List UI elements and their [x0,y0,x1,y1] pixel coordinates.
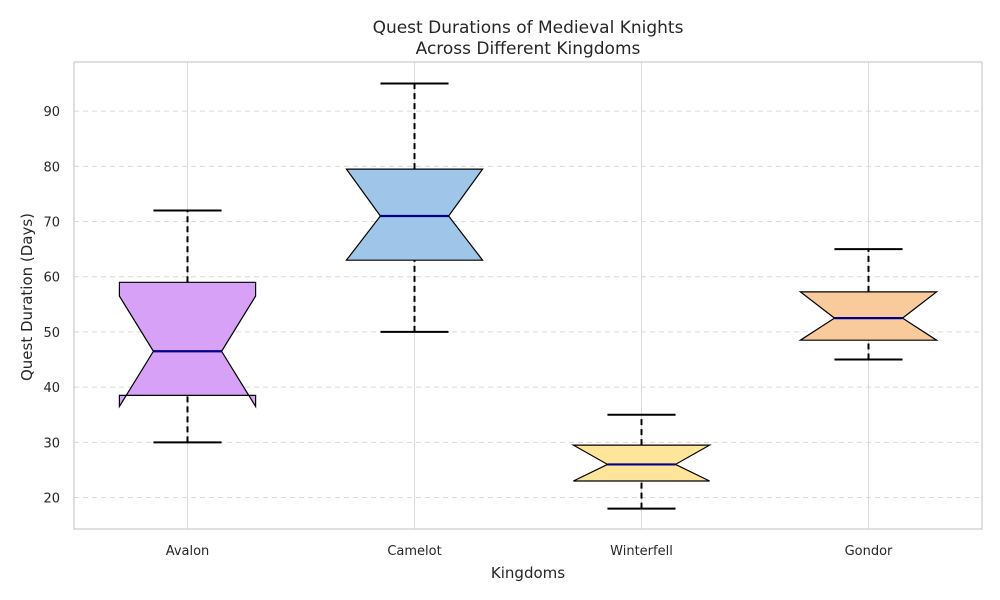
y-tick-label: 50 [43,326,60,341]
y-tick-label: 40 [43,381,60,396]
box [798,291,939,341]
x-tick-label: Avalon [166,544,210,559]
y-tick-label: 70 [43,216,60,231]
x-tick-label: Camelot [387,544,441,559]
chart-title-line-2: Across Different Kingdoms [416,39,641,59]
box [345,168,484,261]
y-tick-label: 60 [43,271,60,286]
box [571,444,712,482]
box [118,281,257,409]
y-tick-label: 90 [43,105,60,120]
x-tick-label: Gondor [845,544,893,559]
x-axis-label: Kingdoms [491,564,565,582]
plot-area: 20 30 40 50 60 70 80 90 Avalon Camelot Winterfell G… [43,61,983,559]
y-tick-label: 80 [43,160,60,175]
y-tick-label: 30 [43,436,60,451]
y-axis-label: Quest Duration (Days) [18,213,36,381]
x-tick-label: Winterfell [610,544,673,559]
y-tick-label: 20 [43,492,60,507]
chart-title-line-1: Quest Durations of Medieval Knights [373,18,684,38]
plot-frame [73,61,983,530]
